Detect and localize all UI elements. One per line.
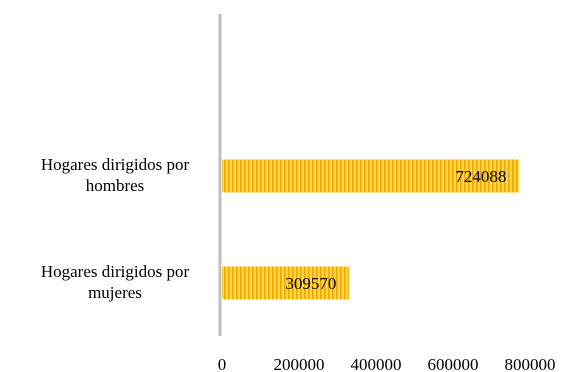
- category-label-line: Hogares dirigidos por: [41, 262, 190, 281]
- bar-mujeres: [222, 266, 349, 300]
- x-tick-labels: 0 200000 400000 600000 800000: [218, 355, 556, 372]
- category-label: Hogares dirigidos por mujeres: [41, 262, 190, 302]
- data-label: 309570: [285, 274, 336, 293]
- x-tick-label: 800000: [505, 355, 556, 372]
- x-tick-label: 0: [218, 355, 227, 372]
- bar-hombres: [222, 159, 519, 193]
- category-label-line: Hogares dirigidos por: [41, 155, 190, 174]
- x-tick-label: 200000: [274, 355, 325, 372]
- category-label-line: mujeres: [88, 283, 142, 302]
- data-label: 724088: [455, 167, 506, 186]
- bars-group: 724088 309570: [222, 159, 519, 300]
- category-label: Hogares dirigidos por hombres: [41, 155, 190, 195]
- category-label-line: hombres: [86, 176, 145, 195]
- x-tick-label: 600000: [428, 355, 479, 372]
- x-tick-label: 400000: [351, 355, 402, 372]
